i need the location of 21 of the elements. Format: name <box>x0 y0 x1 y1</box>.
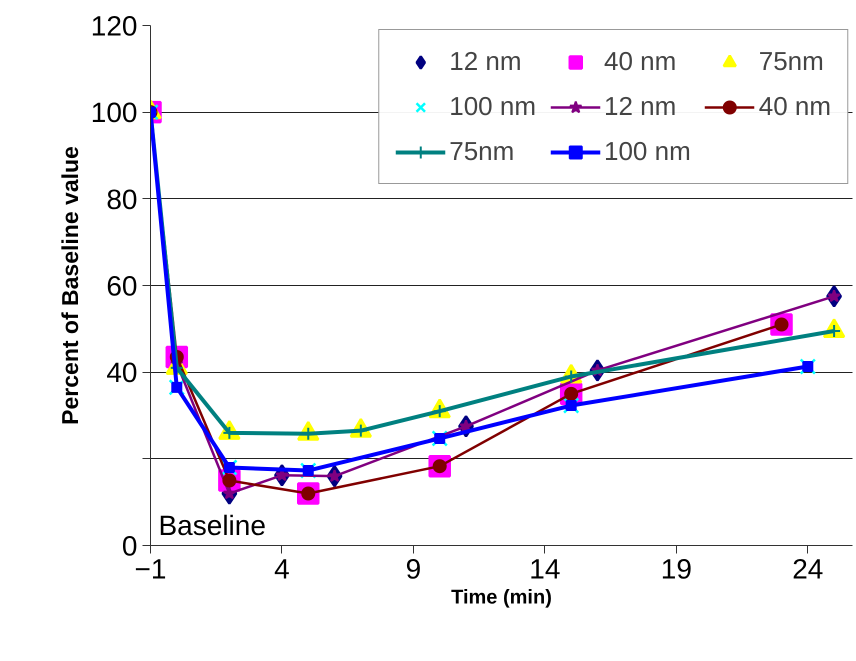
x-tick-label: 9 <box>406 554 422 584</box>
annotation: Baseline <box>158 510 266 541</box>
x-axis-title: Time (min) <box>451 586 552 608</box>
x-tick-label: 24 <box>792 554 824 584</box>
legend-label: 12 nm <box>604 91 676 122</box>
legend-label: 100 nm <box>604 136 691 167</box>
x-tick-label: 14 <box>529 554 560 584</box>
y-axis-title: Percent of Baseline value <box>56 146 83 425</box>
legend-label: 75nm <box>449 136 514 167</box>
x-tick-label: 19 <box>660 554 692 584</box>
y-tick-label: 60 <box>106 270 138 302</box>
y-tick-label: 120 <box>90 10 138 42</box>
legend-label: 12 nm <box>449 46 522 77</box>
legend-label: 75nm <box>758 46 824 77</box>
x-tick-label: 4 <box>274 554 290 584</box>
y-tick-label: 80 <box>106 184 138 215</box>
y-tick-label: 40 <box>106 357 138 388</box>
legend-label: 40 nm <box>758 91 831 122</box>
legend-label: 100 nm <box>449 91 536 122</box>
y-tick-label: 100 <box>90 97 138 128</box>
legend-label: 40 nm <box>604 46 676 77</box>
